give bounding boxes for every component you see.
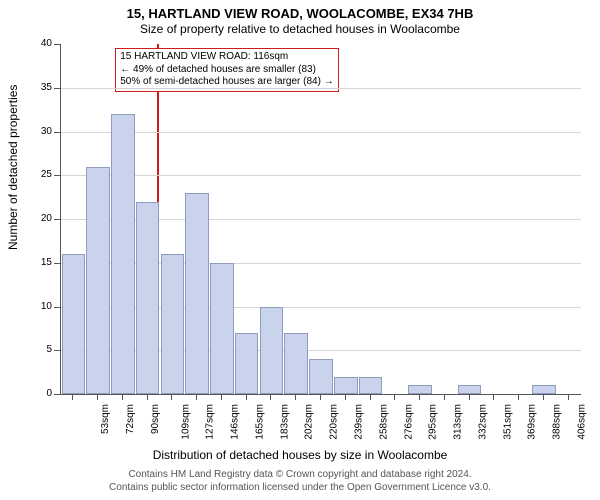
ytick-mark — [54, 88, 60, 89]
ytick-label: 40 — [24, 38, 52, 49]
ytick-label: 30 — [24, 126, 52, 137]
histogram-bar — [284, 333, 308, 394]
xtick-label: 369sqm — [527, 404, 538, 440]
xtick-label: 53sqm — [100, 404, 111, 434]
xtick-mark — [246, 394, 247, 400]
footer-line-1: Contains HM Land Registry data © Crown c… — [0, 469, 600, 480]
y-axis-label: Number of detached properties — [6, 85, 20, 250]
annot-line2: ← 49% of detached houses are smaller (83… — [120, 64, 333, 77]
xtick-mark — [518, 394, 519, 400]
xtick-mark — [171, 394, 172, 400]
xtick-label: 406sqm — [576, 404, 587, 440]
xtick-label: 239sqm — [354, 404, 365, 440]
histogram-bar — [359, 377, 383, 395]
xtick-mark — [147, 394, 148, 400]
xtick-mark — [394, 394, 395, 400]
xtick-mark — [320, 394, 321, 400]
histogram-bar — [458, 385, 482, 394]
xtick-label: 109sqm — [180, 404, 191, 440]
x-axis-label: Distribution of detached houses by size … — [0, 448, 600, 462]
ytick-label: 15 — [24, 257, 52, 268]
ytick-mark — [54, 307, 60, 308]
xtick-mark — [196, 394, 197, 400]
ytick-label: 5 — [24, 344, 52, 355]
ytick-mark — [54, 132, 60, 133]
xtick-label: 313sqm — [453, 404, 464, 440]
histogram-bar — [111, 114, 135, 394]
ytick-label: 25 — [24, 169, 52, 180]
xtick-mark — [270, 394, 271, 400]
xtick-mark — [122, 394, 123, 400]
annot-line1: 15 HARTLAND VIEW ROAD: 116sqm — [120, 51, 333, 64]
annotation-box: 15 HARTLAND VIEW ROAD: 116sqm ← 49% of d… — [115, 48, 338, 92]
ytick-mark — [54, 44, 60, 45]
histogram-bar — [161, 254, 185, 394]
histogram-bar — [210, 263, 234, 394]
xtick-label: 183sqm — [279, 404, 290, 440]
xtick-label: 295sqm — [428, 404, 439, 440]
histogram-bar — [260, 307, 284, 395]
footer-line-2: Contains public sector information licen… — [0, 482, 600, 493]
plot-area: 15 HARTLAND VIEW ROAD: 116sqm ← 49% of d… — [60, 44, 581, 395]
xtick-mark — [493, 394, 494, 400]
ytick-mark — [54, 175, 60, 176]
xtick-mark — [419, 394, 420, 400]
histogram-bar — [235, 333, 259, 394]
xtick-label: 351sqm — [502, 404, 513, 440]
xtick-mark — [97, 394, 98, 400]
xtick-label: 332sqm — [477, 404, 488, 440]
histogram-bar — [408, 385, 432, 394]
xtick-label: 388sqm — [552, 404, 563, 440]
xtick-label: 127sqm — [205, 404, 216, 440]
xtick-label: 165sqm — [255, 404, 266, 440]
histogram-bar — [532, 385, 556, 394]
annot-line3: 50% of semi-detached houses are larger (… — [120, 76, 333, 89]
histogram-bar — [86, 167, 110, 395]
xtick-label: 146sqm — [230, 404, 241, 440]
xtick-mark — [543, 394, 544, 400]
xtick-mark — [469, 394, 470, 400]
ytick-mark — [54, 394, 60, 395]
xtick-mark — [345, 394, 346, 400]
xtick-label: 90sqm — [150, 404, 161, 434]
chart-title: 15, HARTLAND VIEW ROAD, WOOLACOMBE, EX34… — [0, 6, 600, 21]
ytick-label: 0 — [24, 388, 52, 399]
ytick-label: 20 — [24, 213, 52, 224]
chart-subtitle: Size of property relative to detached ho… — [0, 22, 600, 36]
xtick-label: 202sqm — [304, 404, 315, 440]
ytick-label: 35 — [24, 82, 52, 93]
gridline-h — [61, 175, 581, 176]
xtick-label: 72sqm — [125, 404, 136, 434]
xtick-label: 276sqm — [403, 404, 414, 440]
xtick-label: 220sqm — [329, 404, 340, 440]
ytick-mark — [54, 263, 60, 264]
histogram-bar — [185, 193, 209, 394]
histogram-bar — [309, 359, 333, 394]
gridline-h — [61, 88, 581, 89]
xtick-mark — [444, 394, 445, 400]
histogram-bar — [334, 377, 358, 395]
histogram-bar — [136, 202, 160, 395]
histogram-bar — [62, 254, 86, 394]
xtick-mark — [72, 394, 73, 400]
xtick-mark — [568, 394, 569, 400]
ytick-mark — [54, 219, 60, 220]
xtick-mark — [221, 394, 222, 400]
property-size-histogram: 15, HARTLAND VIEW ROAD, WOOLACOMBE, EX34… — [0, 0, 600, 500]
xtick-mark — [295, 394, 296, 400]
ytick-mark — [54, 350, 60, 351]
gridline-h — [61, 132, 581, 133]
ytick-label: 10 — [24, 301, 52, 312]
xtick-label: 258sqm — [378, 404, 389, 440]
xtick-mark — [370, 394, 371, 400]
